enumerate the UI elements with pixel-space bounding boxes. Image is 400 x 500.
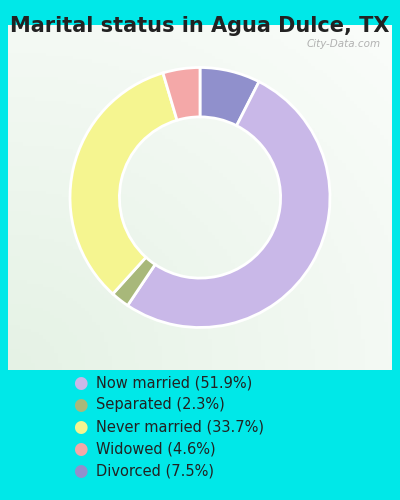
Text: Now married (51.9%): Now married (51.9%): [96, 375, 252, 390]
Wedge shape: [128, 82, 330, 328]
Text: ●: ●: [73, 418, 87, 436]
Wedge shape: [200, 68, 259, 126]
Text: Marital status in Agua Dulce, TX: Marital status in Agua Dulce, TX: [10, 16, 390, 36]
Wedge shape: [163, 68, 200, 120]
Text: Never married (33.7%): Never married (33.7%): [96, 419, 264, 434]
Text: ●: ●: [73, 374, 87, 392]
Wedge shape: [70, 73, 177, 294]
Text: Separated (2.3%): Separated (2.3%): [96, 397, 225, 412]
Text: ●: ●: [73, 462, 87, 479]
Text: City-Data.com: City-Data.com: [306, 39, 380, 49]
Text: ●: ●: [73, 440, 87, 458]
Wedge shape: [113, 258, 155, 306]
Text: Divorced (7.5%): Divorced (7.5%): [96, 463, 214, 478]
Text: ●: ●: [73, 396, 87, 413]
Text: Widowed (4.6%): Widowed (4.6%): [96, 441, 216, 456]
